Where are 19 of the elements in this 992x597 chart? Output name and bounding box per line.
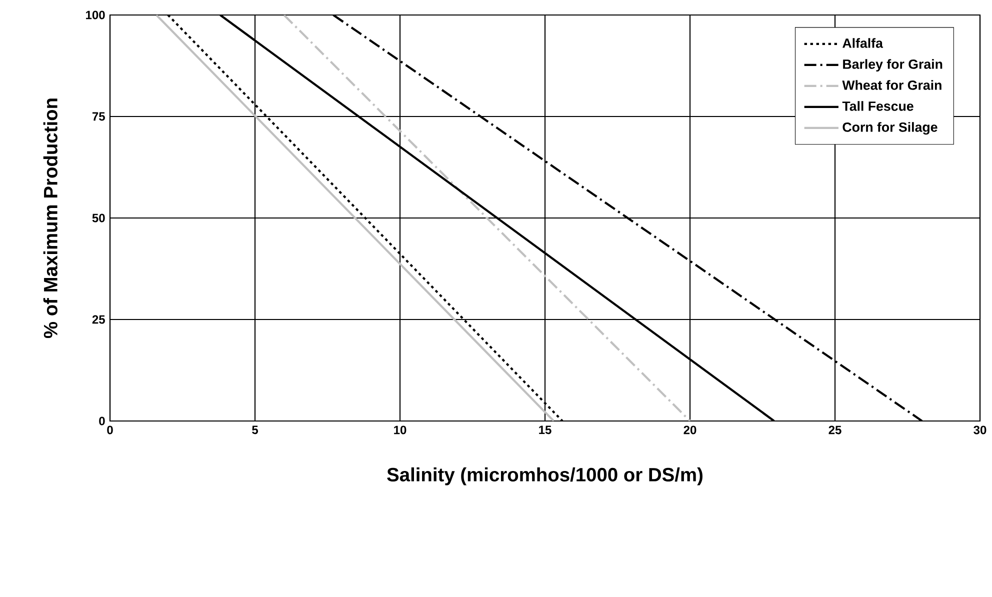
- x-tick-label: 20: [684, 426, 696, 434]
- y-tick-label: 25: [92, 315, 105, 324]
- legend-label: Tall Fescue: [842, 101, 914, 111]
- x-tick-label: 10: [394, 426, 406, 434]
- y-tick-label: 75: [92, 112, 105, 121]
- legend-label: Corn for Silage: [842, 122, 938, 135]
- x-tick-label: 25: [828, 426, 842, 434]
- legend-label: Wheat for Grain: [842, 80, 942, 90]
- x-tick-label: 15: [539, 426, 552, 434]
- x-tick-label: 30: [974, 426, 986, 434]
- x-axis-title: Salinity (micromhos/1000 or DS/m): [387, 467, 702, 486]
- y-axis-title: % of Maximum Production: [43, 98, 58, 338]
- y-tick-label: 100: [86, 10, 105, 20]
- x-tick-label: 5: [252, 426, 258, 434]
- y-tick-label: 50: [92, 214, 105, 222]
- legend-label: Barley for Grain: [843, 59, 942, 72]
- legend-label: Alfalfa: [842, 38, 884, 48]
- x-tick-label: 0: [107, 426, 113, 434]
- y-tick-label: 0: [99, 416, 105, 426]
